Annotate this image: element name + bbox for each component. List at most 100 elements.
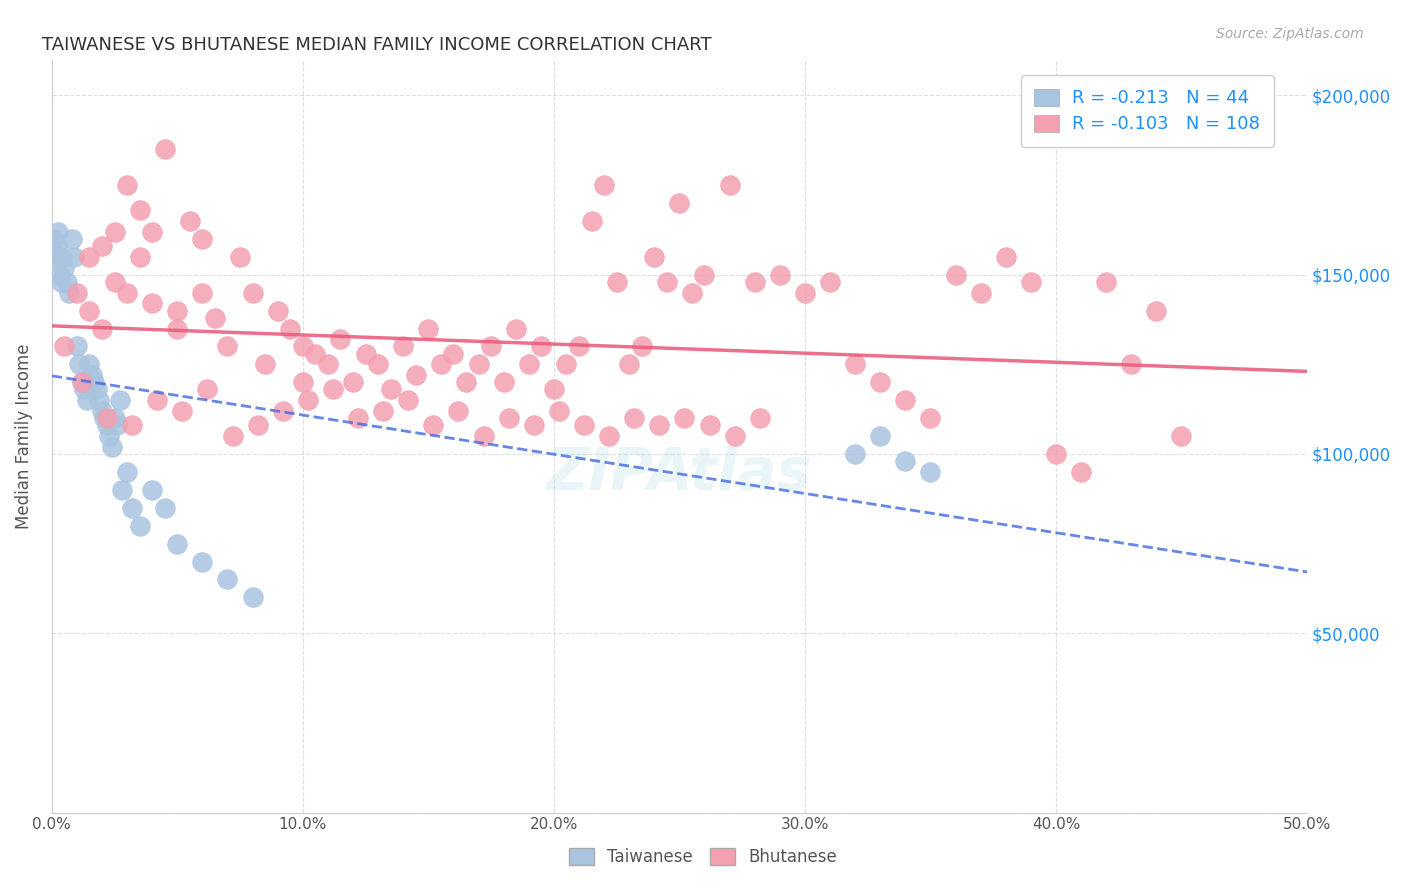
Point bbox=[91, 404, 114, 418]
Point bbox=[304, 346, 326, 360]
Point bbox=[83, 376, 105, 390]
Point bbox=[316, 357, 339, 371]
Point bbox=[392, 339, 415, 353]
Point bbox=[606, 275, 628, 289]
Point bbox=[105, 418, 128, 433]
Point bbox=[373, 404, 395, 418]
Point bbox=[115, 285, 138, 300]
Point bbox=[70, 376, 93, 390]
Point bbox=[920, 411, 942, 425]
Point bbox=[79, 250, 101, 264]
Point bbox=[191, 285, 214, 300]
Point bbox=[498, 411, 520, 425]
Point bbox=[894, 393, 917, 408]
Point bbox=[405, 368, 427, 383]
Point bbox=[191, 232, 214, 246]
Point bbox=[894, 454, 917, 468]
Point bbox=[53, 339, 76, 353]
Point bbox=[969, 285, 991, 300]
Point bbox=[66, 285, 89, 300]
Point bbox=[380, 383, 402, 397]
Point bbox=[793, 285, 815, 300]
Point bbox=[91, 239, 114, 253]
Point bbox=[46, 225, 69, 239]
Point bbox=[166, 321, 188, 335]
Point bbox=[648, 418, 671, 433]
Point bbox=[271, 404, 294, 418]
Point bbox=[572, 418, 595, 433]
Point bbox=[108, 393, 131, 408]
Legend: R = -0.213   N = 44, R = -0.103   N = 108: R = -0.213 N = 44, R = -0.103 N = 108 bbox=[1021, 76, 1274, 147]
Point bbox=[1170, 429, 1192, 443]
Point bbox=[254, 357, 277, 371]
Point bbox=[128, 518, 150, 533]
Point bbox=[418, 321, 440, 335]
Point bbox=[945, 268, 967, 282]
Point bbox=[89, 393, 111, 408]
Point bbox=[396, 393, 419, 408]
Point bbox=[367, 357, 389, 371]
Point bbox=[221, 429, 243, 443]
Text: TAIWANESE VS BHUTANESE MEDIAN FAMILY INCOME CORRELATION CHART: TAIWANESE VS BHUTANESE MEDIAN FAMILY INC… bbox=[42, 36, 711, 54]
Point bbox=[153, 142, 176, 156]
Point bbox=[581, 214, 603, 228]
Point bbox=[505, 321, 527, 335]
Point bbox=[86, 383, 108, 397]
Point bbox=[472, 429, 495, 443]
Point bbox=[66, 339, 89, 353]
Point bbox=[267, 303, 290, 318]
Point bbox=[630, 339, 652, 353]
Point bbox=[1121, 357, 1143, 371]
Point bbox=[699, 418, 721, 433]
Y-axis label: Median Family Income: Median Family Income bbox=[15, 343, 32, 529]
Point bbox=[115, 178, 138, 192]
Point bbox=[617, 357, 640, 371]
Point bbox=[523, 418, 546, 433]
Point bbox=[994, 250, 1017, 264]
Point bbox=[1144, 303, 1167, 318]
Point bbox=[166, 303, 188, 318]
Point bbox=[172, 404, 194, 418]
Point bbox=[217, 573, 239, 587]
Point bbox=[96, 411, 118, 425]
Point bbox=[98, 429, 121, 443]
Point bbox=[655, 275, 678, 289]
Point bbox=[555, 357, 578, 371]
Point bbox=[1045, 447, 1067, 461]
Point bbox=[60, 232, 83, 246]
Point bbox=[467, 357, 489, 371]
Point bbox=[1019, 275, 1042, 289]
Point bbox=[121, 500, 143, 515]
Point bbox=[769, 268, 792, 282]
Point bbox=[67, 357, 90, 371]
Point bbox=[197, 383, 219, 397]
Point bbox=[103, 225, 125, 239]
Point bbox=[869, 429, 891, 443]
Point bbox=[492, 376, 515, 390]
Point bbox=[430, 357, 453, 371]
Point bbox=[48, 268, 70, 282]
Point bbox=[673, 411, 696, 425]
Point bbox=[79, 303, 101, 318]
Point bbox=[920, 465, 942, 479]
Point bbox=[111, 483, 134, 497]
Point bbox=[44, 232, 66, 246]
Point bbox=[204, 310, 226, 325]
Point bbox=[51, 250, 73, 264]
Point bbox=[79, 357, 101, 371]
Point bbox=[115, 465, 138, 479]
Point bbox=[322, 383, 344, 397]
Legend: Taiwanese, Bhutanese: Taiwanese, Bhutanese bbox=[561, 840, 845, 875]
Point bbox=[643, 250, 665, 264]
Point bbox=[191, 555, 214, 569]
Text: Source: ZipAtlas.com: Source: ZipAtlas.com bbox=[1216, 27, 1364, 41]
Point bbox=[681, 285, 703, 300]
Point bbox=[179, 214, 201, 228]
Point bbox=[723, 429, 745, 443]
Point bbox=[91, 321, 114, 335]
Point bbox=[668, 196, 690, 211]
Point bbox=[291, 376, 314, 390]
Point bbox=[141, 296, 163, 310]
Point bbox=[347, 411, 370, 425]
Point bbox=[242, 285, 264, 300]
